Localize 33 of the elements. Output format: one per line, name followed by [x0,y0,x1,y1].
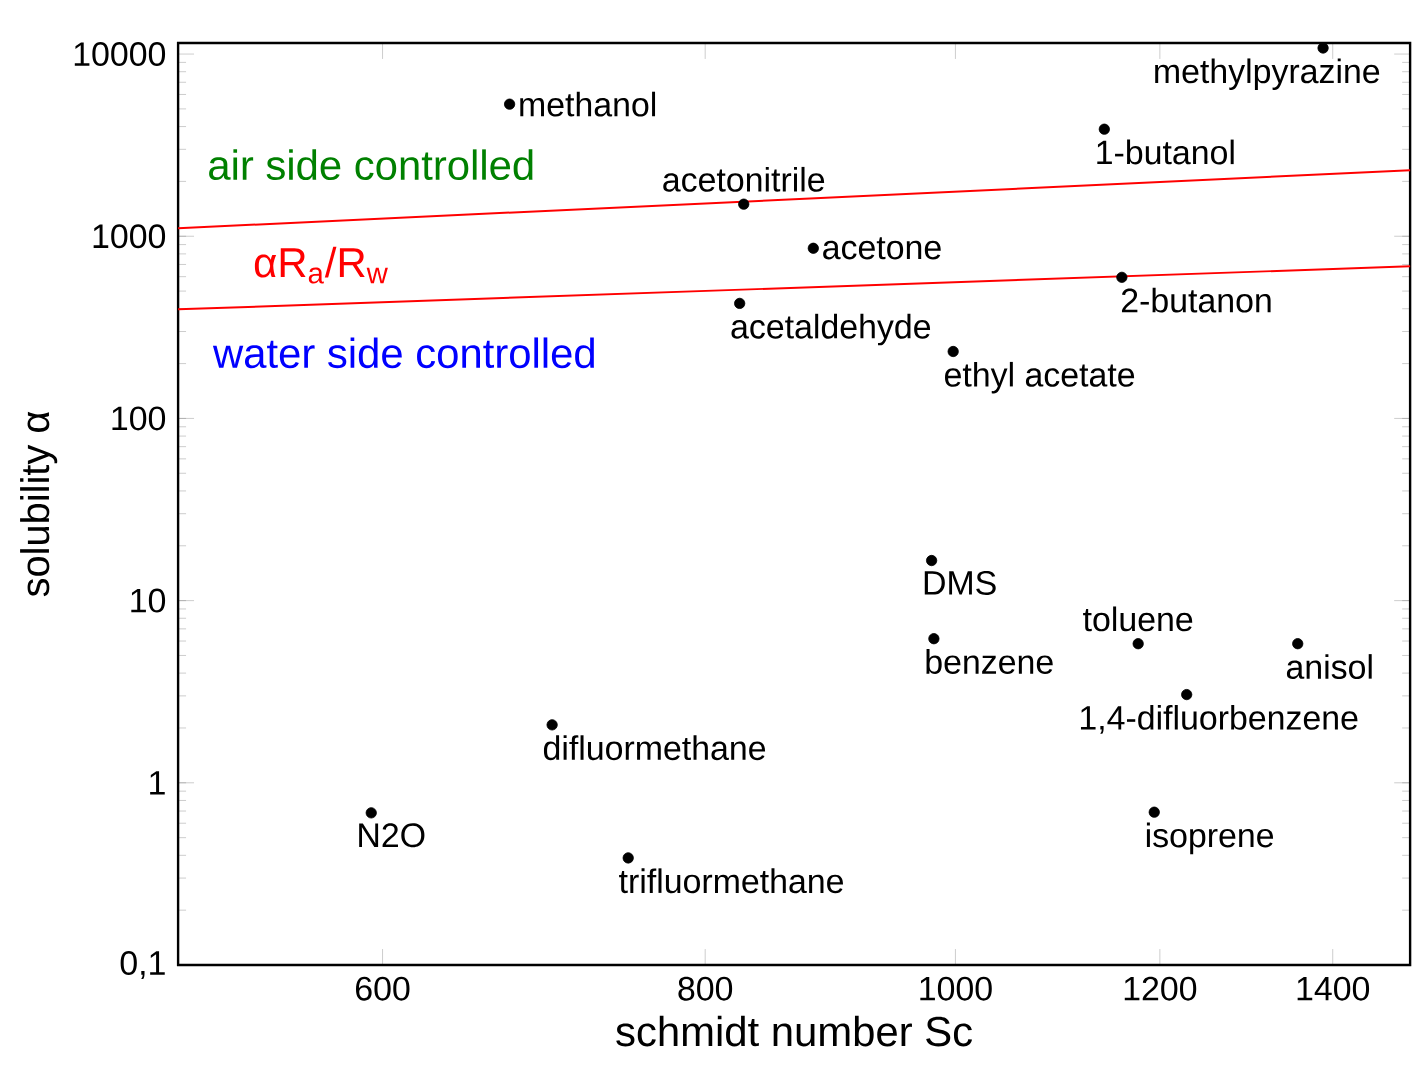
annotation: methylpyrazine [1155,58,1380,90]
x-axis-title: schmidt number Sc [616,1015,972,1047]
annotation: methanol [520,91,656,117]
annotation: benzene [926,649,1053,674]
annotation: trifluormethane [619,868,843,894]
y-axis-title: solubility α [20,411,58,597]
annotation: 2-butanon [1121,287,1271,313]
x-tick-label: 1200 [1124,976,1197,1001]
annotation: αR$_{a}$/R$_{w}$ [254,246,388,284]
y-tick-label: 10 [131,588,166,613]
x-tick-label: 1000 [920,976,992,1001]
annotation: acetone [823,237,941,260]
y-tick-label: 1000 [93,224,166,249]
annotation: acetonitrile [663,166,825,192]
annotation: ethyl acetate [945,361,1135,394]
x-tick-label: 800 [678,976,733,1001]
annotation: DMS [924,570,996,595]
annotation: acetaldehyde [731,313,931,346]
x-tick-label: 600 [356,976,410,1001]
y-tick-label: 0,1 [120,951,165,979]
annotation: air side controlled [209,149,533,181]
annotation: toluene [1083,606,1193,632]
y-tick-label: 100 [112,406,166,431]
y-tick-label: 10000 [74,42,166,67]
y-tick-label: 1 [150,771,165,795]
annotation: 1,4-difluorbenzene [1080,704,1358,734]
annotation: difluormethane [543,735,766,761]
annotation: 1-butanol [1097,139,1234,165]
annotation: anisol [1286,654,1372,679]
x-tick-label: 1400 [1297,976,1370,1001]
annotation: water side controlled [212,337,594,369]
annotation: N2O [359,823,425,848]
annotation: isoprene [1146,822,1274,855]
